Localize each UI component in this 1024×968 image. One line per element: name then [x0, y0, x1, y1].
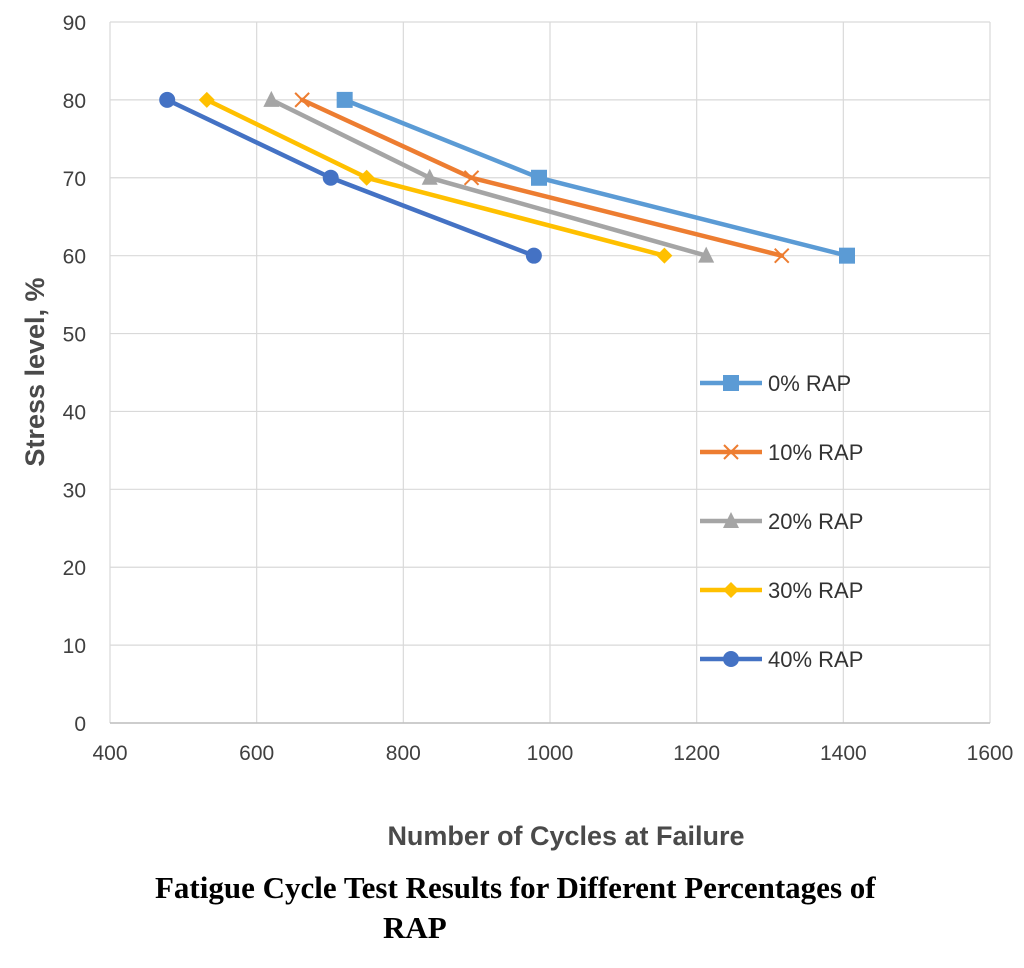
data-point-marker	[839, 247, 855, 264]
x-marker-stroke	[463, 170, 480, 186]
data-point-marker	[421, 168, 438, 185]
caption-line-1: Fatigue Cycle Test Results for Different…	[155, 870, 876, 905]
legend-item: 0% RAP	[700, 371, 851, 396]
data-point-marker	[723, 444, 739, 460]
y-tick-label: 20	[63, 557, 86, 580]
caption-line-2: RAP	[383, 910, 447, 945]
legend-label: 30% RAP	[768, 578, 863, 603]
chart: 400 600 800 1000 1200 1400 1600 0 10 20 30 40 50 60 70…	[20, 12, 1014, 851]
axes: 400 600 800 1000 1200 1400 1600 0 10 20 30 40 50 60 70…	[63, 12, 1014, 765]
y-tick-label: 50	[63, 324, 86, 347]
data-point-marker	[656, 247, 673, 264]
x-tick-label: 400	[92, 742, 127, 765]
data-point-marker	[322, 169, 339, 186]
data-point-marker	[698, 246, 715, 263]
data-point-marker	[358, 169, 375, 186]
data-point-marker	[723, 512, 739, 528]
legend-item: 40% RAP	[700, 647, 863, 672]
legend-item: 20% RAP	[700, 509, 863, 534]
data-point-marker	[531, 169, 547, 186]
series-3	[263, 90, 715, 263]
legend-label: 10% RAP	[768, 440, 863, 465]
data-point-marker	[336, 91, 353, 108]
series-1	[336, 91, 855, 264]
series-2	[294, 92, 790, 264]
y-tick-label: 90	[63, 12, 86, 35]
x-marker-stroke	[774, 247, 790, 264]
data-point-marker	[263, 90, 280, 107]
x-marker-stroke	[723, 444, 739, 460]
y-tick-label: 0	[74, 713, 86, 736]
x-tick-label: 1600	[967, 742, 1014, 765]
legend-label: 20% RAP	[768, 509, 863, 534]
y-tick-label: 60	[63, 246, 86, 269]
grid	[109, 21, 991, 724]
y-tick-label: 30	[63, 479, 86, 502]
data-point-marker	[159, 91, 176, 108]
data-point-marker	[463, 170, 480, 186]
data-point-marker	[198, 91, 215, 108]
y-tick-label: 10	[63, 635, 86, 658]
data-point-marker	[723, 582, 739, 598]
series-4	[198, 91, 673, 264]
x-tick-label: 1200	[673, 742, 720, 765]
legend-item: 10% RAP	[700, 440, 863, 465]
data-point-marker	[723, 375, 739, 391]
data-point-marker	[774, 247, 790, 264]
data-point-marker	[525, 247, 542, 264]
series-5	[159, 91, 542, 264]
legend-label: 40% RAP	[768, 647, 863, 672]
series-lines	[159, 90, 855, 264]
data-point-marker	[723, 651, 739, 667]
x-axis-title: Number of Cycles at Failure	[387, 821, 744, 851]
legend: 0% RAP 10% RAP 20% RAP 30% RAP 40% RAP	[700, 371, 863, 672]
x-marker-stroke	[294, 92, 310, 108]
y-tick-label: 80	[63, 90, 86, 113]
x-tick-label: 800	[386, 742, 421, 765]
legend-label: 0% RAP	[768, 371, 851, 396]
x-tick-label: 600	[239, 742, 274, 765]
data-point-marker	[294, 92, 310, 108]
y-tick-label: 70	[63, 168, 86, 191]
x-tick-label: 1000	[527, 742, 574, 765]
y-tick-label: 40	[63, 401, 86, 424]
legend-item: 30% RAP	[700, 578, 863, 603]
x-tick-label: 1400	[820, 742, 867, 765]
y-axis-title: Stress level, %	[20, 277, 50, 466]
